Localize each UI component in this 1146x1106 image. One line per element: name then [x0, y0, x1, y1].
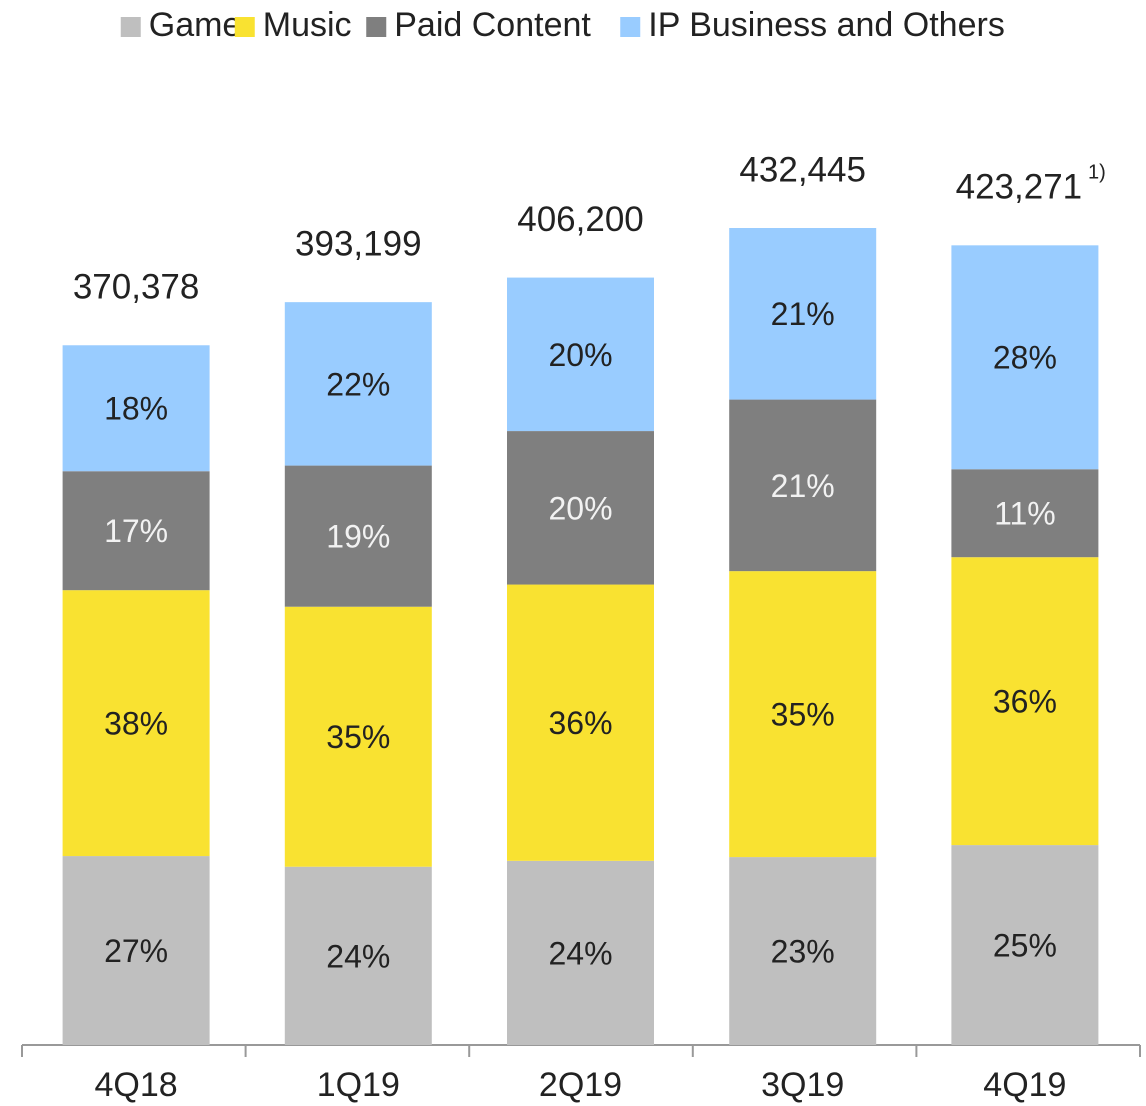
segment-label: 21%	[771, 296, 835, 332]
bar-segment	[284, 302, 432, 466]
segment-label: 36%	[993, 684, 1057, 720]
segment-label: 17%	[104, 513, 168, 549]
bar-segment	[284, 606, 432, 867]
bar-segment	[507, 277, 654, 432]
segment-label: 20%	[548, 337, 612, 373]
bar-segment	[507, 431, 654, 585]
bar-segment	[729, 857, 877, 1045]
bar-segment	[62, 345, 210, 472]
bar-segment	[284, 465, 432, 607]
bar-segment	[729, 399, 877, 572]
bar-segment	[284, 866, 432, 1045]
bar-segment	[62, 590, 210, 857]
total-label: 406,200	[517, 200, 644, 239]
segment-label: 38%	[104, 706, 168, 742]
segment-label: 19%	[326, 519, 390, 555]
total-label: 432,445	[739, 150, 866, 189]
bar-segment	[507, 860, 654, 1045]
segment-label: 24%	[548, 935, 612, 971]
segment-label: 36%	[548, 705, 612, 741]
bar-segment	[729, 571, 877, 858]
segment-label: 35%	[326, 719, 390, 755]
total-label: 393,199	[295, 224, 422, 263]
segment-label: 11%	[994, 496, 1056, 532]
x-tick-label: 1Q19	[317, 1066, 400, 1104]
legend-label: IP Business and Others	[648, 6, 1005, 44]
legend-swatch	[366, 17, 387, 37]
segment-label: 27%	[104, 933, 168, 969]
segment-label: 20%	[548, 490, 612, 526]
legend-swatch	[620, 17, 641, 37]
bar-segment	[951, 845, 1099, 1045]
bar-segment	[951, 245, 1099, 470]
total-label: 423,271	[956, 168, 1083, 207]
x-tick-label: 4Q18	[95, 1066, 178, 1104]
legend-label: Music	[263, 6, 352, 44]
segment-label: 24%	[326, 938, 390, 974]
x-tick-label: 4Q19	[983, 1066, 1066, 1104]
bar-segment	[951, 557, 1099, 846]
bar-segment	[951, 469, 1099, 558]
segment-label: 23%	[771, 933, 835, 969]
bar-segment	[62, 471, 210, 591]
segment-label: 25%	[993, 927, 1057, 963]
segment-label: 21%	[771, 468, 835, 504]
bar-segment	[729, 228, 877, 400]
segment-label: 35%	[771, 697, 835, 733]
segment-label: 28%	[993, 340, 1057, 376]
legend-swatch	[234, 17, 255, 37]
annotation: 1)	[1088, 162, 1106, 184]
x-tick-label: 3Q19	[761, 1066, 844, 1104]
legend-label: Game	[149, 6, 242, 44]
bar-segment	[507, 584, 654, 861]
segment-label: 18%	[104, 391, 168, 427]
total-label: 370,378	[73, 268, 200, 307]
segment-label: 22%	[326, 366, 390, 402]
x-tick-label: 2Q19	[539, 1066, 622, 1104]
legend-label: Paid Content	[394, 6, 591, 44]
bar-segment	[62, 856, 210, 1045]
legend-swatch	[120, 17, 141, 37]
